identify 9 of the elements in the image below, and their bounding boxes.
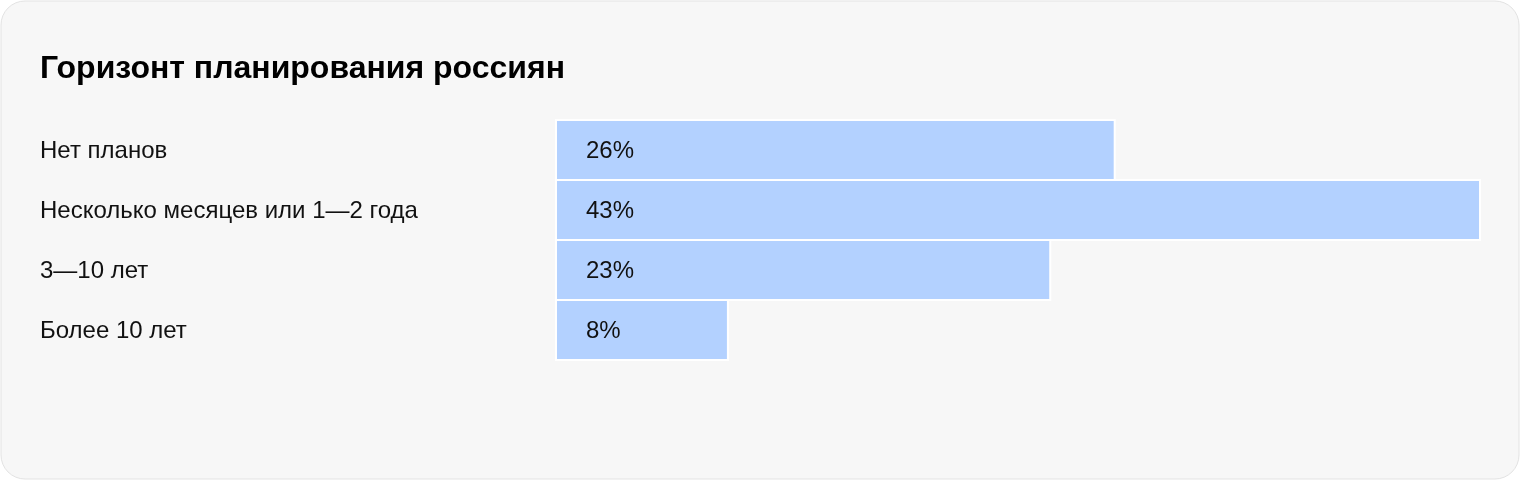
y-tick-label: Более 10 лет [40, 316, 187, 344]
chart-title: Горизонт планирования россиян [40, 49, 565, 85]
data-label: 43% [586, 196, 635, 224]
data-label: 23% [586, 256, 635, 284]
y-tick-label: Несколько месяцев или 1—2 года [40, 196, 419, 224]
y-tick-label: Нет планов [40, 136, 168, 164]
y-tick-label: 3—10 лет [40, 256, 149, 284]
data-label: 8% [586, 316, 621, 344]
data-label: 26% [586, 136, 635, 164]
